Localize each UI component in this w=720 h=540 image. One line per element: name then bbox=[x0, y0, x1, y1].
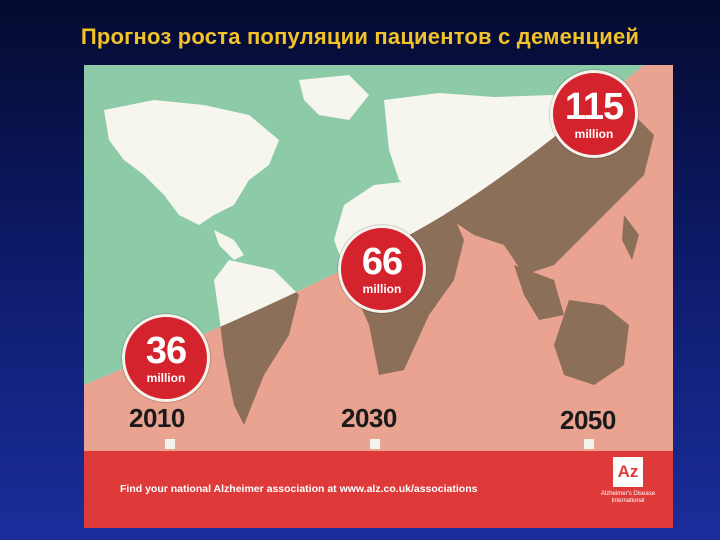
bubble-2030-unit: million bbox=[362, 282, 402, 296]
year-label-2010: 2010 bbox=[129, 403, 185, 433]
dementia-infographic: 36 million 66 million 115 million 2010 2… bbox=[84, 65, 673, 528]
adi-logo-mark: Az bbox=[613, 457, 643, 487]
bubble-2050: 115 million bbox=[550, 70, 638, 158]
adi-logo-name: Alzheimer's Disease International bbox=[600, 491, 656, 504]
adi-logo: Az Alzheimer's Disease International bbox=[598, 457, 658, 523]
year-label-2050: 2050 bbox=[560, 405, 616, 435]
bubble-2050-value: 115 bbox=[564, 86, 624, 128]
bubble-2030-value: 66 bbox=[361, 241, 403, 283]
year-tick-2050 bbox=[584, 439, 594, 449]
world-map bbox=[84, 65, 673, 528]
footer-text: Find your national Alzheimer association… bbox=[120, 483, 478, 495]
bubble-2010-unit: million bbox=[146, 371, 186, 385]
year-tick-2030 bbox=[370, 439, 380, 449]
year-tick-2010 bbox=[165, 439, 175, 449]
footer-band: Find your national Alzheimer association… bbox=[84, 451, 673, 528]
bubble-2010-value: 36 bbox=[145, 330, 187, 372]
bubble-2030: 66 million bbox=[338, 225, 426, 313]
bubble-2050-unit: million bbox=[574, 127, 614, 141]
bubble-2010: 36 million bbox=[122, 314, 210, 402]
year-label-2030: 2030 bbox=[341, 403, 397, 433]
slide-title: Прогноз роста популяции пациентов с деме… bbox=[80, 24, 640, 49]
